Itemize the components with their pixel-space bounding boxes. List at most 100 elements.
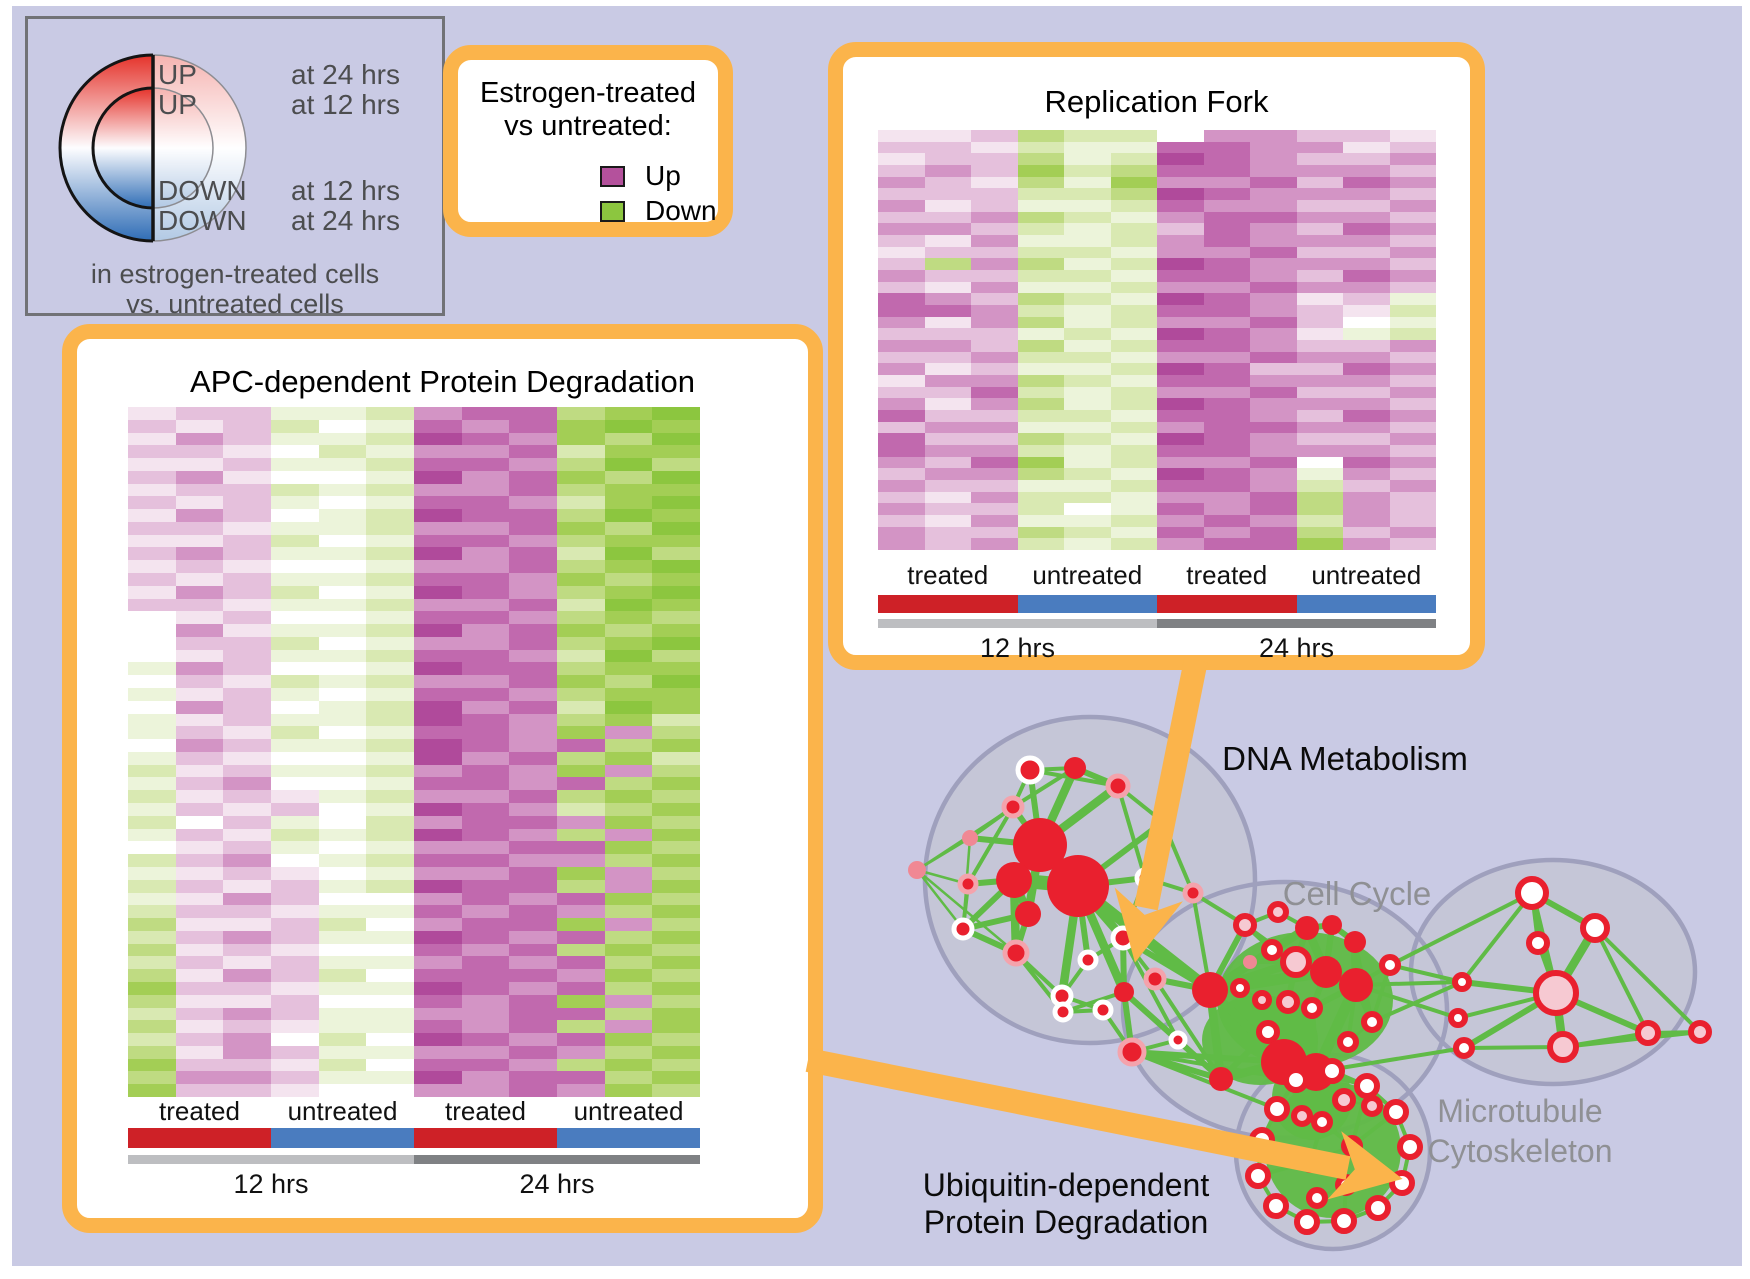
heatmap-cell	[1389, 141, 1436, 154]
heatmap-cell	[604, 700, 653, 714]
heatmap-cell	[414, 969, 462, 982]
heatmap-cell	[271, 560, 319, 573]
heatmap-cell	[318, 751, 367, 765]
heatmap-cell	[924, 374, 971, 387]
heatmap-cell	[878, 293, 925, 305]
heatmap-cell	[1296, 468, 1343, 480]
heatmap-cell	[223, 470, 271, 484]
heatmap-cell	[1296, 328, 1343, 340]
heatmap-cell	[1110, 223, 1157, 235]
heatmap-cell	[318, 598, 367, 612]
heatmap-cell	[366, 483, 414, 497]
heatmap-cell	[1110, 339, 1157, 352]
heatmap-cell	[128, 1084, 176, 1097]
heatmap-cell	[924, 188, 971, 200]
heatmap-cell	[271, 981, 319, 995]
heatmap-cell	[509, 483, 557, 497]
heatmap-cell	[128, 1045, 176, 1059]
heatmap-cell	[175, 739, 224, 752]
color-key-title-line2: vs untreated:	[504, 110, 672, 142]
heatmap-cell	[509, 905, 557, 919]
heatmap-cell	[971, 234, 1018, 247]
heatmap-cell	[414, 534, 462, 548]
heatmap-cell	[1389, 409, 1436, 422]
heatmap-cell	[604, 905, 653, 919]
heatmap-cell	[271, 547, 319, 561]
heatmap-cell	[652, 572, 700, 586]
heatmap-cell	[924, 468, 971, 480]
heatmap-cell	[366, 726, 414, 740]
heatmap-cell	[509, 981, 557, 995]
heatmap-cell	[604, 803, 653, 816]
heatmap-cell	[1389, 363, 1436, 375]
heatmap-cell	[1157, 281, 1204, 294]
heatmap-cell	[1017, 538, 1064, 550]
heatmap-cell	[128, 585, 176, 599]
heatmap-cell	[1110, 258, 1157, 270]
heatmap-cell	[604, 930, 653, 944]
heatmap-cell	[1110, 409, 1157, 422]
heatmap-cell	[1017, 246, 1064, 259]
heatmap-cell	[652, 1033, 700, 1046]
heatmap-cell	[604, 496, 653, 510]
heatmap-cell	[1389, 503, 1436, 515]
heatmap-cell	[128, 496, 176, 510]
heatmap-cell	[318, 764, 367, 778]
heatmap-cell	[318, 790, 367, 804]
heatmap-cell	[1250, 479, 1297, 492]
heatmap-cell	[414, 981, 462, 995]
heatmap-cell	[1064, 304, 1111, 317]
apc-time-labels: 12 hrs 24 hrs	[128, 1169, 700, 1200]
heatmap-cell	[1157, 269, 1204, 282]
heatmap-cell	[652, 956, 700, 970]
heatmap-cell	[318, 803, 367, 816]
heatmap-cell	[366, 892, 414, 906]
heatmap-cell	[509, 419, 557, 433]
heatmap-cell	[223, 675, 271, 688]
heatmap-cell	[128, 751, 176, 765]
heatmap-cell	[652, 969, 700, 982]
heatmap-cell	[1250, 503, 1297, 515]
heatmap-cell	[924, 211, 971, 224]
heatmap-cell	[1250, 444, 1297, 457]
heatmap-cell	[652, 509, 700, 522]
heatmap-cell	[223, 918, 271, 931]
heatmap-cell	[604, 841, 653, 855]
heatmap-cell	[366, 764, 414, 778]
heatmap-cell	[1250, 304, 1297, 317]
heatmap-cell	[318, 956, 367, 970]
apc-time-color-bar	[128, 1155, 700, 1164]
heatmap-cell	[414, 675, 462, 688]
heatmap-cell	[366, 1071, 414, 1085]
heatmap-cell	[557, 1045, 605, 1059]
heatmap-cell	[223, 930, 271, 944]
heatmap-cell	[1250, 351, 1297, 364]
heatmap-cell	[509, 828, 557, 842]
heatmap-cell	[1157, 398, 1204, 410]
heatmap-cell	[604, 918, 653, 931]
heatmap-cell	[461, 534, 510, 548]
heatmap-cell	[604, 981, 653, 995]
heatmap-cell	[175, 1058, 224, 1072]
heatmap-cell	[1064, 339, 1111, 352]
heatmap-cell	[557, 879, 605, 893]
heatmap-cell	[366, 905, 414, 919]
heatmap-cell	[604, 521, 653, 535]
heatmap-cell	[1389, 433, 1436, 445]
heatmap-cell	[971, 409, 1018, 422]
heatmap-cell	[1203, 468, 1250, 480]
heatmap-cell	[414, 879, 462, 893]
heatmap-cell	[414, 777, 462, 791]
heatmap-cell	[1110, 514, 1157, 527]
heatmap-cell	[366, 994, 414, 1008]
heatmap-cell	[318, 918, 367, 931]
heatmap-cell	[223, 994, 271, 1008]
heatmap-cell	[971, 176, 1018, 189]
heatmap-cell	[1296, 398, 1343, 410]
heatmap-cell	[175, 1045, 224, 1059]
heatmap-cell	[652, 943, 700, 957]
heatmap-cell	[924, 281, 971, 294]
heatmap-cell	[1296, 234, 1343, 247]
heatmap-cell	[461, 1058, 510, 1072]
heatmap-cell	[318, 1007, 367, 1021]
